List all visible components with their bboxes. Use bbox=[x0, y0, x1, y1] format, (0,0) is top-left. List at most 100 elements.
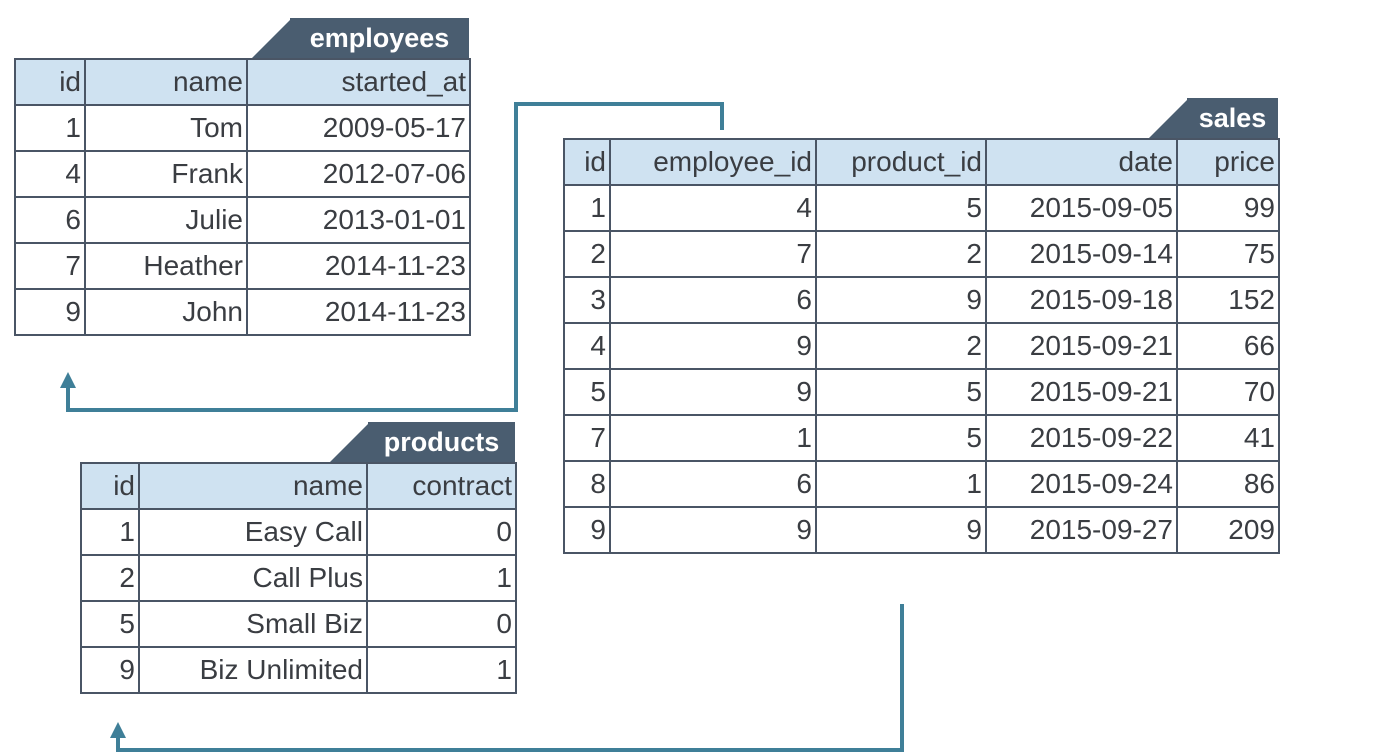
table-row: 7 1 5 2015-09-22 41 bbox=[563, 414, 1280, 462]
table-row: 8 6 1 2015-09-24 86 bbox=[563, 460, 1280, 508]
employees-column-header-name: name bbox=[84, 58, 248, 106]
products-column-header-contract: contract bbox=[366, 462, 517, 510]
sales-cell-employee-id: 6 bbox=[609, 276, 817, 324]
sales-column-header-id: id bbox=[563, 138, 611, 186]
employees-column-header-id: id bbox=[14, 58, 86, 106]
table-row: 2 Call Plus 1 bbox=[80, 554, 517, 602]
products-cell-contract: 0 bbox=[366, 508, 517, 556]
products-cell-id: 5 bbox=[80, 600, 140, 648]
products-column-header-id: id bbox=[80, 462, 140, 510]
employees-cell-id: 1 bbox=[14, 104, 86, 152]
sales-cell-id: 3 bbox=[563, 276, 611, 324]
sales-cell-date: 2015-09-27 bbox=[985, 506, 1178, 554]
table-row: 5 Small Biz 0 bbox=[80, 600, 517, 648]
sales-cell-employee-id: 1 bbox=[609, 414, 817, 462]
employees-cell-id: 9 bbox=[14, 288, 86, 336]
table-row: 9 Biz Unlimited 1 bbox=[80, 646, 517, 694]
sales-cell-price: 75 bbox=[1176, 230, 1280, 278]
employees-cell-name: John bbox=[84, 288, 248, 336]
sales-cell-employee-id: 9 bbox=[609, 368, 817, 416]
sales-cell-id: 8 bbox=[563, 460, 611, 508]
sales-product-relation-arrow bbox=[110, 604, 904, 752]
products-cell-id: 1 bbox=[80, 508, 140, 556]
sales-cell-employee-id: 6 bbox=[609, 460, 817, 508]
sales-cell-product-id: 9 bbox=[815, 506, 987, 554]
employees-cell-id: 7 bbox=[14, 242, 86, 290]
sales-cell-id: 1 bbox=[563, 184, 611, 232]
employees-table-title-tab: employees bbox=[252, 18, 469, 58]
employees-cell-name: Frank bbox=[84, 150, 248, 198]
sales-cell-employee-id: 7 bbox=[609, 230, 817, 278]
sales-cell-product-id: 2 bbox=[815, 322, 987, 370]
products-column-header-name: name bbox=[138, 462, 368, 510]
table-row: 6 Julie 2013-01-01 bbox=[14, 196, 471, 244]
table-row: 1 Easy Call 0 bbox=[80, 508, 517, 556]
table-header-row: id employee_id product_id date price bbox=[563, 138, 1280, 186]
sales-cell-product-id: 5 bbox=[815, 184, 987, 232]
sales-cell-employee-id: 9 bbox=[609, 322, 817, 370]
sales-cell-id: 2 bbox=[563, 230, 611, 278]
sales-cell-price: 66 bbox=[1176, 322, 1280, 370]
employees-table-title: employees bbox=[309, 23, 450, 53]
table-row: 3 6 9 2015-09-18 152 bbox=[563, 276, 1280, 324]
employees-cell-started-at: 2014-11-23 bbox=[246, 288, 471, 336]
products-table-title: products bbox=[383, 427, 500, 457]
sales-cell-id: 9 bbox=[563, 506, 611, 554]
table-row: 2 7 2 2015-09-14 75 bbox=[563, 230, 1280, 278]
sales-cell-price: 86 bbox=[1176, 460, 1280, 508]
table-row: 4 Frank 2012-07-06 bbox=[14, 150, 471, 198]
employees-cell-started-at: 2013-01-01 bbox=[246, 196, 471, 244]
sales-cell-employee-id: 9 bbox=[609, 506, 817, 554]
sales-cell-date: 2015-09-14 bbox=[985, 230, 1178, 278]
sales-cell-product-id: 1 bbox=[815, 460, 987, 508]
products-cell-contract: 1 bbox=[366, 646, 517, 694]
employees-cell-name: Heather bbox=[84, 242, 248, 290]
sales-cell-price: 41 bbox=[1176, 414, 1280, 462]
sales-cell-date: 2015-09-24 bbox=[985, 460, 1178, 508]
sales-cell-id: 7 bbox=[563, 414, 611, 462]
sales-cell-price: 70 bbox=[1176, 368, 1280, 416]
sales-cell-product-id: 5 bbox=[815, 414, 987, 462]
sales-cell-price: 99 bbox=[1176, 184, 1280, 232]
sales-cell-date: 2015-09-21 bbox=[985, 368, 1178, 416]
sales-column-header-product-id: product_id bbox=[815, 138, 987, 186]
products-cell-name: Small Biz bbox=[138, 600, 368, 648]
table-header-row: id name contract bbox=[80, 462, 517, 510]
products-cell-name: Biz Unlimited bbox=[138, 646, 368, 694]
employees-cell-started-at: 2012-07-06 bbox=[246, 150, 471, 198]
employees-column-header-started-at: started_at bbox=[246, 58, 471, 106]
products-cell-id: 2 bbox=[80, 554, 140, 602]
table-row: 4 9 2 2015-09-21 66 bbox=[563, 322, 1280, 370]
sales-cell-id: 4 bbox=[563, 322, 611, 370]
sales-cell-product-id: 9 bbox=[815, 276, 987, 324]
table-row: 7 Heather 2014-11-23 bbox=[14, 242, 471, 290]
sales-column-header-date: date bbox=[985, 138, 1178, 186]
employees-cell-name: Tom bbox=[84, 104, 248, 152]
sales-column-header-price: price bbox=[1176, 138, 1280, 186]
table-row: 1 Tom 2009-05-17 bbox=[14, 104, 471, 152]
sales-table-title-tab: sales bbox=[1149, 98, 1278, 138]
table-row: 5 9 5 2015-09-21 70 bbox=[563, 368, 1280, 416]
sales-cell-price: 152 bbox=[1176, 276, 1280, 324]
sales-cell-date: 2015-09-18 bbox=[985, 276, 1178, 324]
sales-cell-product-id: 2 bbox=[815, 230, 987, 278]
products-cell-contract: 1 bbox=[366, 554, 517, 602]
employees-cell-name: Julie bbox=[84, 196, 248, 244]
sales-cell-product-id: 5 bbox=[815, 368, 987, 416]
employees-cell-id: 6 bbox=[14, 196, 86, 244]
employees-cell-started-at: 2009-05-17 bbox=[246, 104, 471, 152]
products-cell-name: Call Plus bbox=[138, 554, 368, 602]
sales-cell-date: 2015-09-22 bbox=[985, 414, 1178, 462]
employees-cell-started-at: 2014-11-23 bbox=[246, 242, 471, 290]
sales-cell-date: 2015-09-21 bbox=[985, 322, 1178, 370]
sales-cell-price: 209 bbox=[1176, 506, 1280, 554]
sales-column-header-employee-id: employee_id bbox=[609, 138, 817, 186]
sales-cell-date: 2015-09-05 bbox=[985, 184, 1178, 232]
table-row: 9 John 2014-11-23 bbox=[14, 288, 471, 336]
sales-employee-relation-arrow bbox=[60, 102, 724, 412]
table-row: 9 9 9 2015-09-27 209 bbox=[563, 506, 1280, 554]
products-table-title-tab: products bbox=[330, 422, 515, 462]
products-cell-id: 9 bbox=[80, 646, 140, 694]
sales-cell-employee-id: 4 bbox=[609, 184, 817, 232]
